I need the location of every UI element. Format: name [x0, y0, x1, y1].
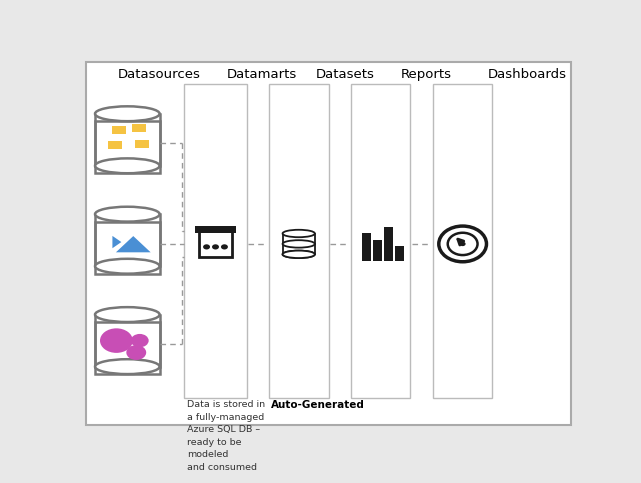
Circle shape — [126, 345, 146, 360]
FancyBboxPatch shape — [362, 233, 370, 261]
FancyBboxPatch shape — [108, 141, 122, 149]
FancyBboxPatch shape — [199, 230, 233, 257]
Text: Data is stored in
a fully-managed
Azure SQL DB –
ready to be
modeled
and consume: Data is stored in a fully-managed Azure … — [187, 400, 265, 471]
Text: Auto-Generated: Auto-Generated — [271, 400, 365, 410]
FancyBboxPatch shape — [283, 244, 315, 255]
FancyBboxPatch shape — [95, 322, 160, 374]
FancyBboxPatch shape — [269, 84, 328, 398]
FancyBboxPatch shape — [195, 226, 237, 233]
FancyBboxPatch shape — [395, 246, 404, 261]
Ellipse shape — [95, 307, 160, 322]
Polygon shape — [116, 236, 151, 252]
FancyBboxPatch shape — [351, 84, 410, 398]
FancyBboxPatch shape — [384, 227, 392, 261]
FancyBboxPatch shape — [372, 240, 381, 261]
Text: Dashboards: Dashboards — [487, 68, 567, 81]
Ellipse shape — [95, 359, 160, 374]
FancyBboxPatch shape — [86, 62, 571, 426]
FancyBboxPatch shape — [95, 121, 160, 173]
Ellipse shape — [283, 251, 315, 258]
Ellipse shape — [283, 240, 315, 248]
FancyBboxPatch shape — [283, 233, 315, 244]
Circle shape — [131, 334, 149, 347]
FancyBboxPatch shape — [185, 84, 247, 398]
Circle shape — [212, 244, 219, 250]
Circle shape — [221, 244, 228, 250]
FancyBboxPatch shape — [135, 140, 149, 148]
Ellipse shape — [95, 207, 160, 222]
Ellipse shape — [95, 106, 160, 121]
Text: Datasets: Datasets — [316, 68, 375, 81]
Circle shape — [100, 328, 133, 353]
FancyBboxPatch shape — [132, 124, 146, 131]
FancyBboxPatch shape — [95, 222, 160, 274]
FancyBboxPatch shape — [112, 127, 126, 134]
Ellipse shape — [283, 251, 315, 258]
Ellipse shape — [283, 230, 315, 237]
Circle shape — [439, 226, 487, 262]
Polygon shape — [112, 236, 121, 248]
Text: Datasources: Datasources — [117, 68, 200, 81]
Text: Datamarts: Datamarts — [227, 68, 297, 81]
Circle shape — [203, 244, 210, 250]
Circle shape — [460, 242, 465, 246]
FancyBboxPatch shape — [433, 84, 492, 398]
Circle shape — [447, 233, 478, 255]
Text: Reports: Reports — [401, 68, 451, 81]
Ellipse shape — [95, 259, 160, 274]
Ellipse shape — [95, 158, 160, 173]
